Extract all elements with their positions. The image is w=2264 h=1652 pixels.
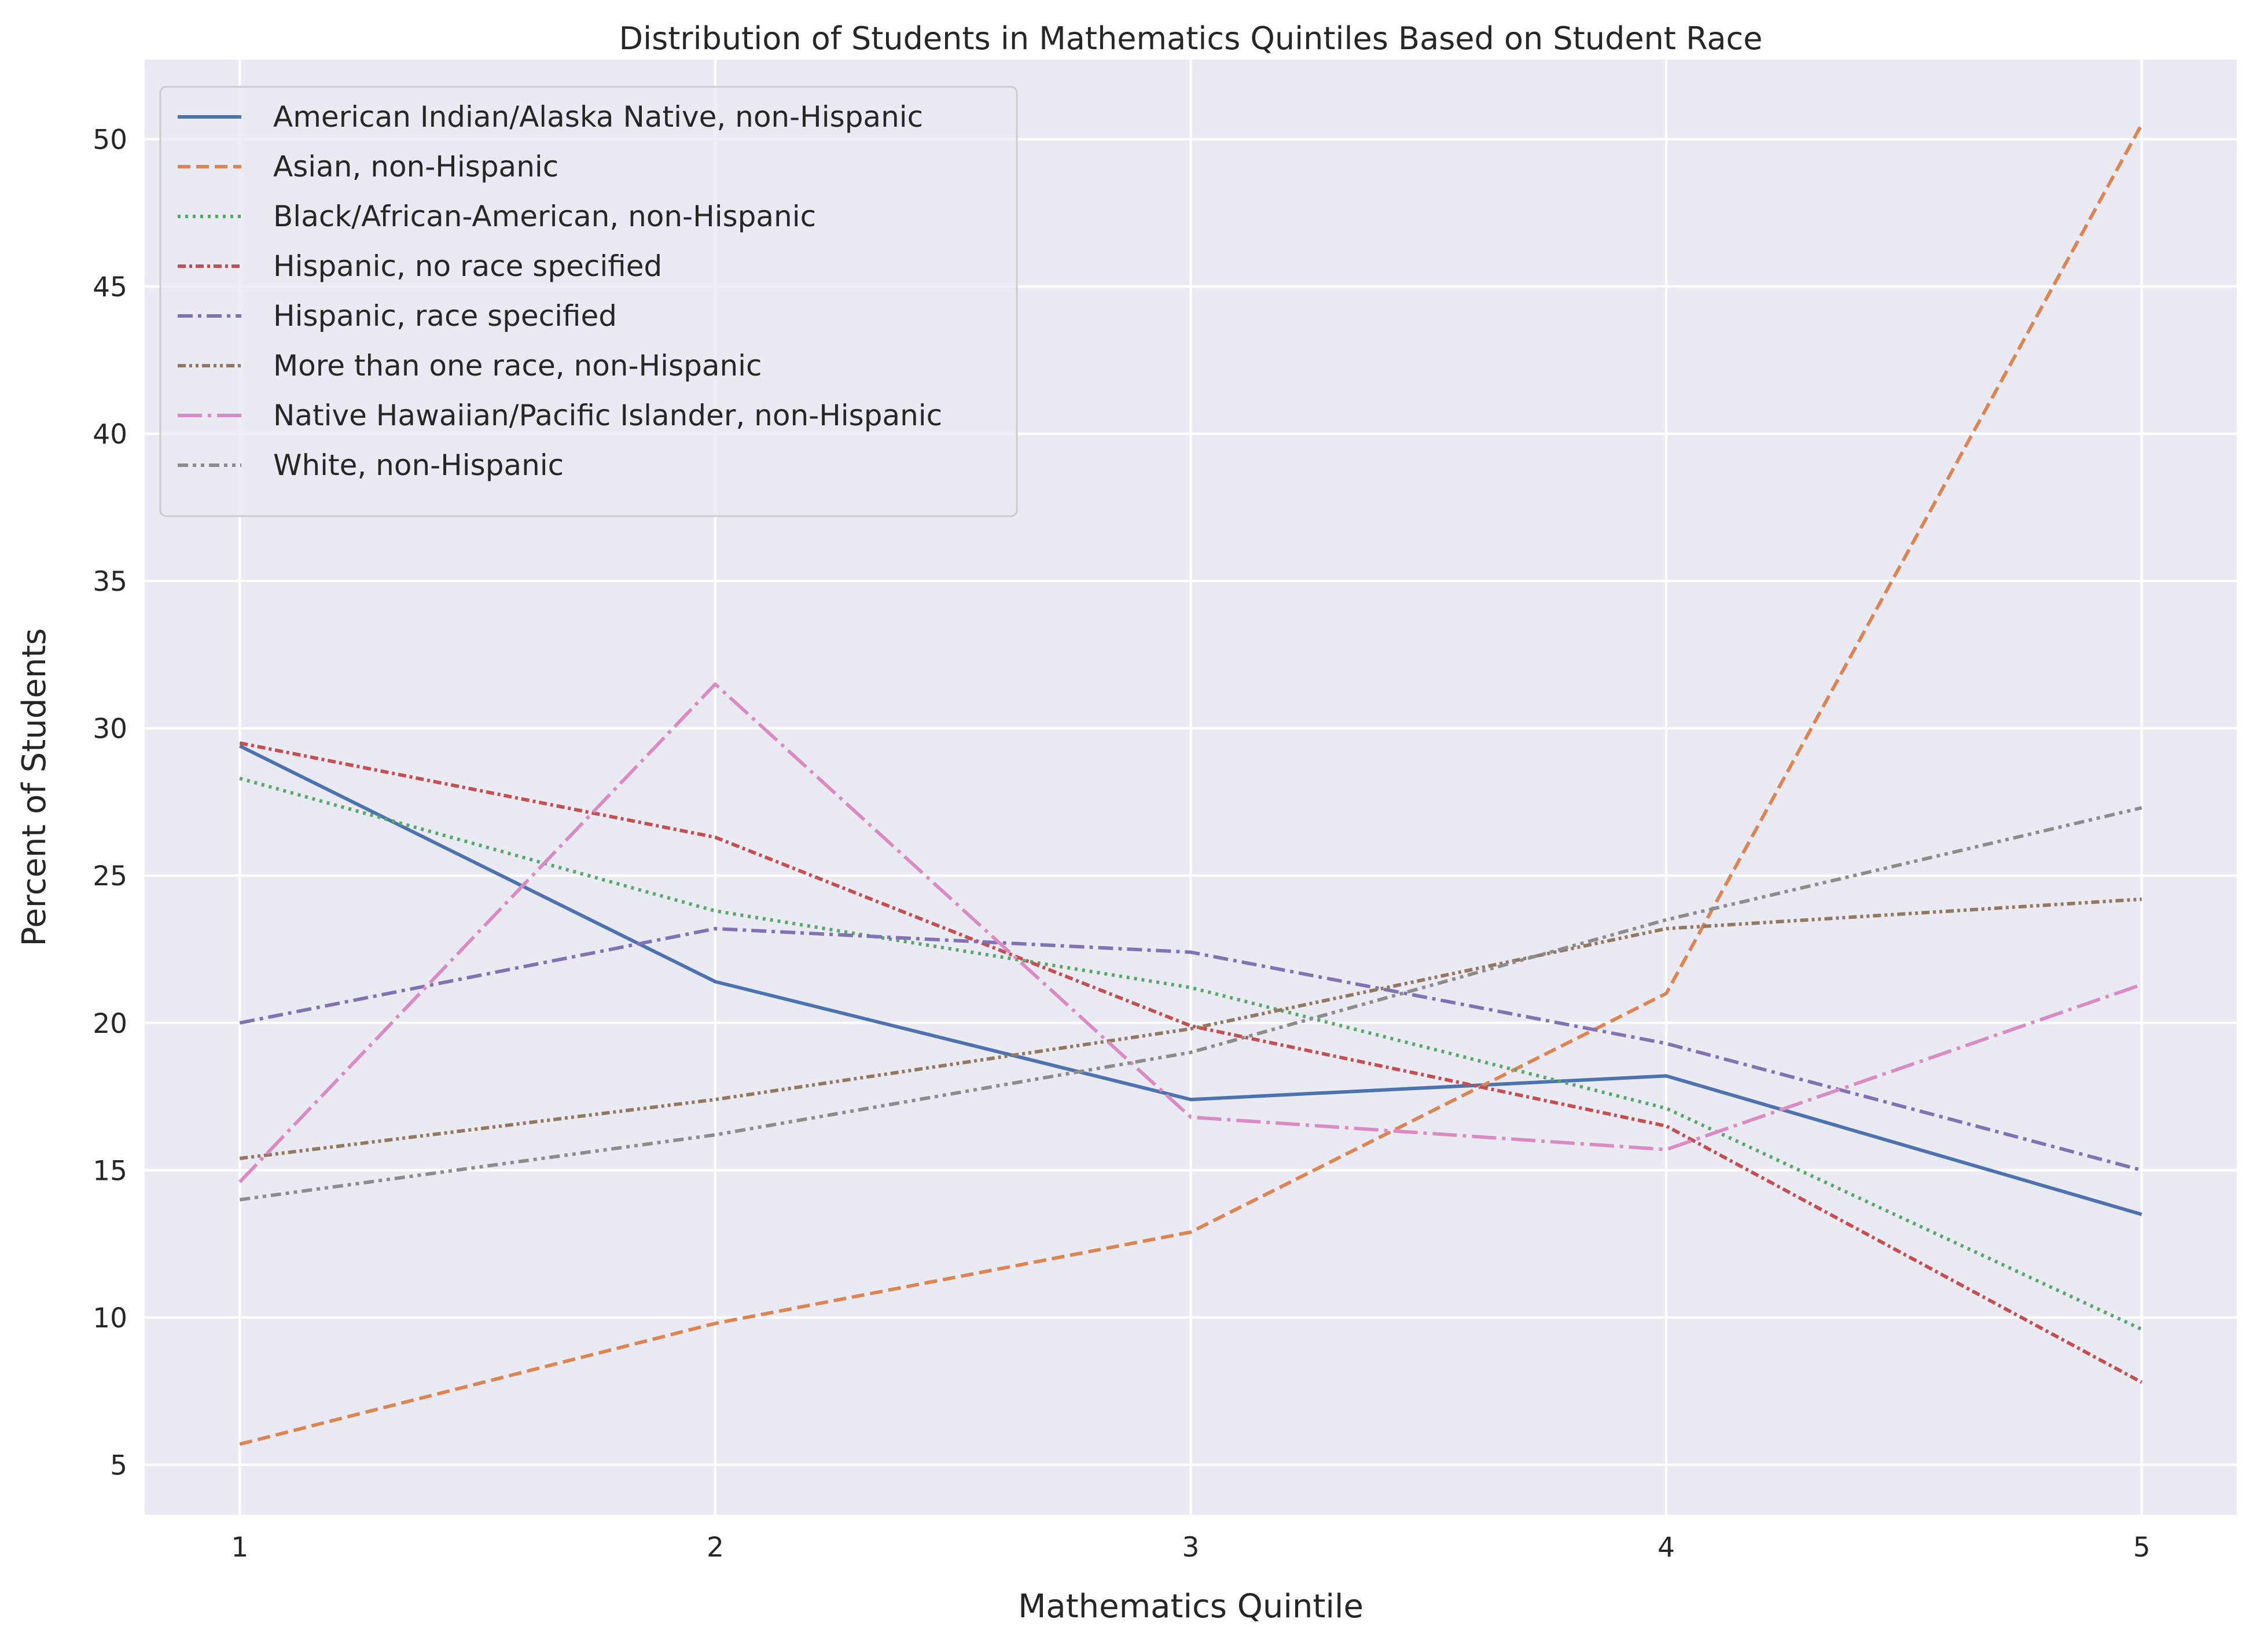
y-tick-label: 35 <box>93 566 127 598</box>
x-tick-label: 2 <box>707 1532 724 1563</box>
y-tick-label: 20 <box>93 1008 127 1040</box>
legend-label: Black/African-American, non-Hispanic <box>273 200 816 233</box>
series-line-3 <box>239 777 2142 1331</box>
y-tick-label: 10 <box>93 1303 127 1334</box>
x-tick-label: 4 <box>1657 1532 1675 1563</box>
legend-label: White, non-Hispanic <box>273 448 564 482</box>
chart-title: Distribution of Students in Mathematics … <box>619 20 1763 57</box>
y-tick-label: 45 <box>93 271 127 303</box>
series-line-5 <box>239 926 2142 1172</box>
series-line-2 <box>239 123 2144 1446</box>
legend-label: Native Hawaiian/Pacific Islander, non-Hi… <box>273 399 942 432</box>
y-axis-label: Percent of Students <box>16 628 53 947</box>
y-tick-label: 50 <box>93 124 127 156</box>
series-line-4 <box>239 741 2143 1384</box>
legend-label: Hispanic, race specified <box>273 299 617 333</box>
x-tick-label: 5 <box>2133 1532 2151 1563</box>
series-line-7 <box>238 682 2142 1183</box>
legend-label: American Indian/Alaska Native, non-Hispa… <box>273 100 923 134</box>
y-tick-label: 30 <box>93 713 127 745</box>
y-tick-label: 40 <box>93 419 127 451</box>
legend: American Indian/Alaska Native, non-Hispa… <box>159 86 1018 517</box>
legend-label: More than one race, non-Hispanic <box>273 349 762 382</box>
series-line-1 <box>238 744 2142 1216</box>
legend-label: Hispanic, no race specified <box>273 249 662 283</box>
y-tick-label: 5 <box>110 1449 127 1481</box>
series-lines <box>238 123 2144 1446</box>
x-tick-label: 1 <box>231 1532 248 1563</box>
series-line-6 <box>239 897 2142 1160</box>
series-line-8 <box>239 806 2142 1202</box>
x-tick-label: 3 <box>1182 1532 1200 1563</box>
legend-label: Asian, non-Hispanic <box>273 150 558 183</box>
x-axis-label: Mathematics Quintile <box>1018 1588 1363 1625</box>
y-tick-label: 25 <box>93 860 127 892</box>
legend-frame <box>159 86 1018 517</box>
y-tick-label: 15 <box>93 1155 127 1187</box>
